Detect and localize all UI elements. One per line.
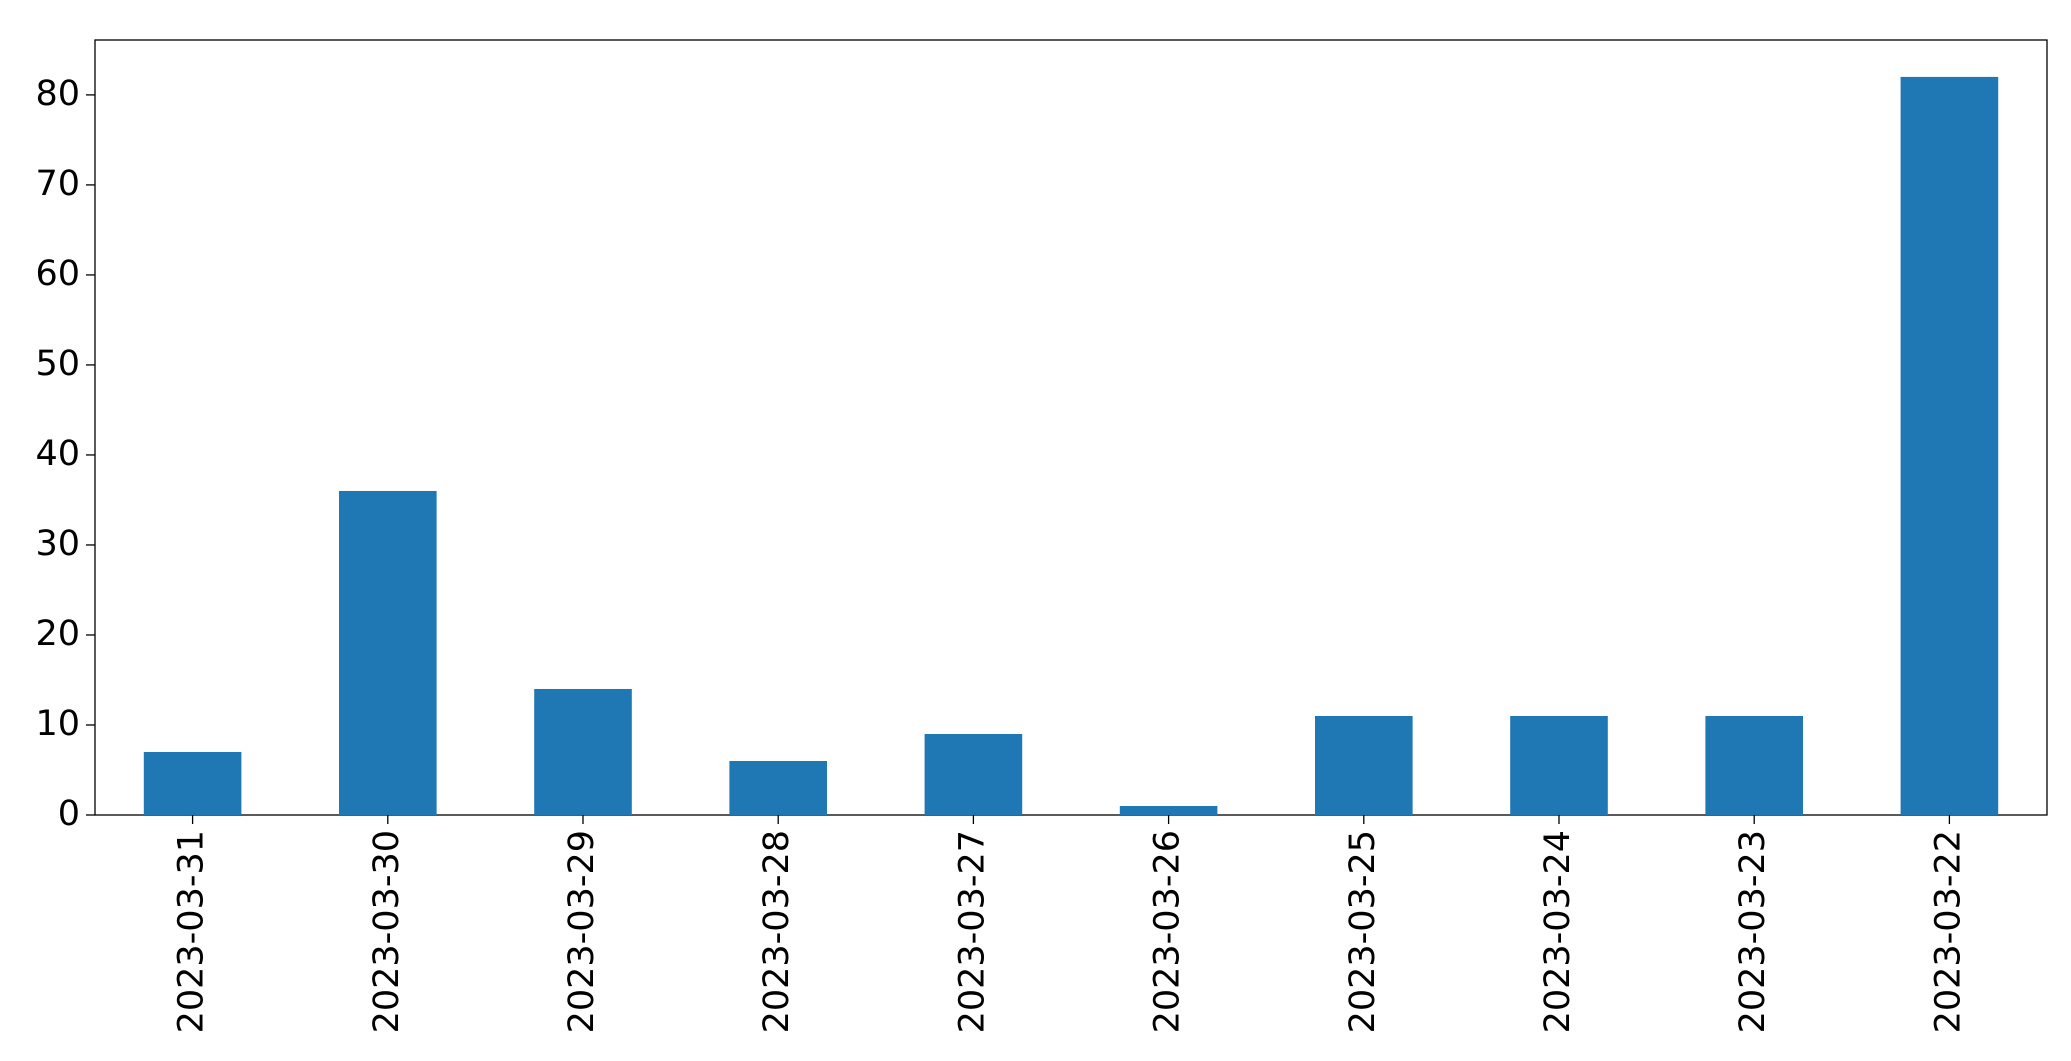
x-tick-label: 2023-03-30 — [367, 830, 407, 1033]
plot-frame — [94, 39, 2048, 816]
y-tick-label: 70 — [35, 164, 80, 204]
x-tick-label: 2023-03-28 — [757, 830, 797, 1033]
bar — [729, 760, 827, 815]
x-tick-label: 2023-03-22 — [1928, 830, 1968, 1033]
bar — [924, 733, 1023, 815]
bar — [1315, 715, 1413, 815]
y-tick-label: 80 — [35, 74, 80, 114]
y-tick-label: 20 — [35, 614, 80, 654]
bar — [1705, 715, 1803, 815]
x-tick-label: 2023-03-27 — [952, 830, 992, 1033]
x-tick-label: 2023-03-31 — [172, 830, 212, 1033]
bar — [143, 751, 242, 815]
bar — [1119, 805, 1218, 815]
y-tick-label: 40 — [35, 434, 80, 474]
bar — [1900, 76, 1999, 815]
y-tick-label: 30 — [35, 524, 80, 564]
bar — [1510, 715, 1608, 815]
y-tick-label: 60 — [35, 254, 80, 294]
bar — [339, 490, 437, 815]
x-tick-label: 2023-03-29 — [562, 830, 602, 1033]
x-tick-label: 2023-03-26 — [1148, 830, 1188, 1033]
x-tick-label: 2023-03-23 — [1733, 830, 1773, 1033]
bar — [534, 688, 632, 815]
x-tick-label: 2023-03-24 — [1538, 830, 1578, 1033]
y-tick-label: 0 — [58, 794, 80, 834]
x-tick-label: 2023-03-25 — [1343, 830, 1383, 1033]
y-tick-label: 50 — [35, 344, 80, 384]
y-tick-label: 10 — [35, 704, 80, 744]
